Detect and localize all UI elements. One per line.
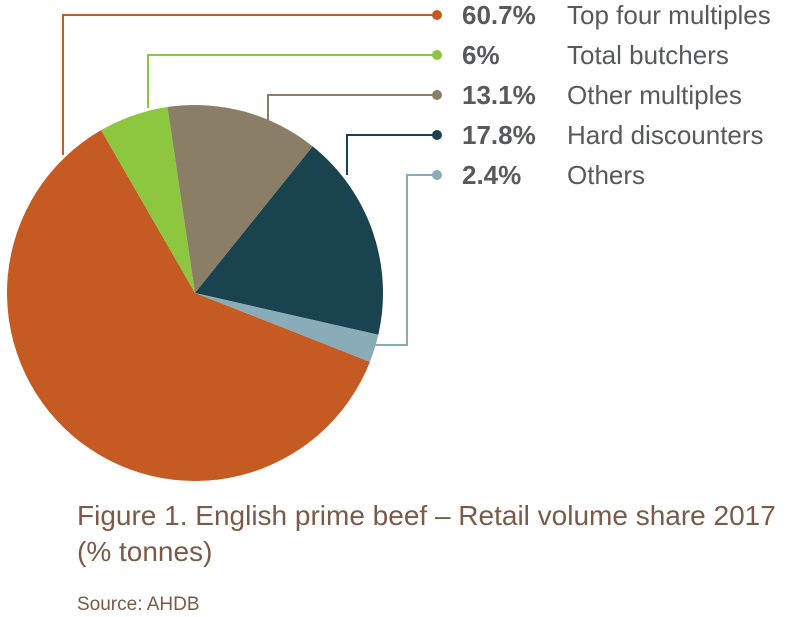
leader-line <box>147 54 437 108</box>
value-label: 60.7% <box>462 0 536 30</box>
legend-marker <box>432 10 442 20</box>
chart: 60.7% Top four multiples 6% Total butchers 1… <box>6 0 771 482</box>
leader-line <box>375 174 437 346</box>
leader-line <box>62 14 437 155</box>
legend-label: Total butchers <box>567 40 729 70</box>
pie-slice <box>195 146 383 335</box>
value-label: 6% <box>462 40 500 70</box>
legend-label: Hard discounters <box>567 120 764 150</box>
leader-line <box>267 94 437 125</box>
value-label: 2.4% <box>462 160 521 190</box>
chart-title: Figure 1. English prime beef – Retail vo… <box>77 500 776 567</box>
value-label: 13.1% <box>462 80 536 110</box>
pie-slice <box>195 293 379 362</box>
legend-marker <box>432 90 442 100</box>
legend-marker <box>432 170 442 180</box>
pie-slice <box>6 130 370 482</box>
legend-marker <box>432 50 442 60</box>
legend-label: Other multiples <box>567 80 742 110</box>
legend-label: Others <box>567 160 645 190</box>
pie-slice <box>101 107 195 293</box>
pie-slice <box>167 105 313 293</box>
legend-label: Top four multiples <box>567 0 771 30</box>
leader-line <box>346 134 437 175</box>
legend-marker <box>432 130 442 140</box>
value-label: 17.8% <box>462 120 536 150</box>
source: Source: AHDB <box>77 594 200 615</box>
